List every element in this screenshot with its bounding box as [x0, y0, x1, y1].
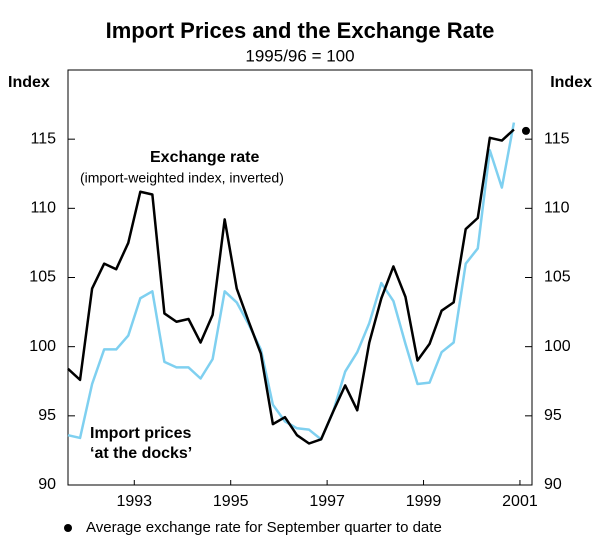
y-tick-label: 115	[30, 130, 56, 147]
x-tick-label: 2001	[502, 493, 538, 510]
x-tick-label: 1993	[116, 493, 152, 510]
data-point	[521, 126, 530, 135]
y2-tick-label: 110	[544, 200, 570, 217]
x-tick-label: 1997	[309, 493, 345, 510]
annotation: (import-weighted index, inverted)	[80, 170, 284, 186]
y2-tick-label: 90	[544, 476, 562, 493]
y-tick-label: 95	[38, 407, 56, 424]
x-tick-label: 1995	[213, 493, 249, 510]
y-axis-label: Index	[8, 74, 50, 91]
y2-tick-label: 115	[544, 130, 570, 147]
y2-axis-label: Index	[550, 74, 592, 91]
legend-label: Average exchange rate for September quar…	[86, 519, 442, 536]
legend-marker	[64, 524, 72, 532]
chart-title: Import Prices and the Exchange Rate	[106, 18, 495, 43]
y-tick-label: 100	[29, 338, 56, 355]
x-tick-label: 1999	[406, 493, 442, 510]
annotation: ‘at the docks’	[90, 445, 192, 462]
y-tick-label: 90	[38, 476, 56, 493]
annotation: Exchange rate	[150, 149, 259, 166]
annotation: Import prices	[90, 425, 191, 442]
y-tick-label: 110	[30, 200, 56, 217]
y-tick-label: 105	[29, 269, 56, 286]
y2-tick-label: 95	[544, 407, 562, 424]
chart-subtitle: 1995/96 = 100	[245, 46, 354, 65]
y2-tick-label: 100	[544, 338, 571, 355]
y2-tick-label: 105	[544, 269, 571, 286]
line-series	[67, 128, 515, 445]
